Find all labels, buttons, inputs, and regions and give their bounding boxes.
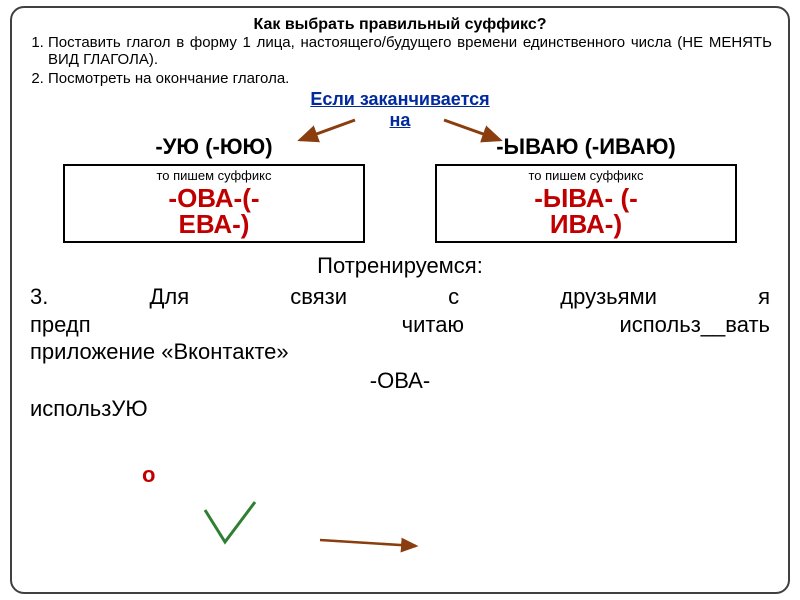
ex-l2-b: читаю xyxy=(402,312,464,337)
condition-line1: Если заканчивается xyxy=(310,89,489,109)
ex-l2-a: предп xyxy=(30,312,91,337)
content-frame: Как выбрать правильный суффикс? Поставит… xyxy=(10,6,790,594)
practice-heading: Потренируемся: xyxy=(28,253,772,279)
branch-right-ending: -ЫВАЮ (-ИВАЮ) xyxy=(422,134,749,160)
branch-right-suffix: -ЫВА- (- ИВА-) xyxy=(443,185,728,237)
branch-left-ending: -УЮ (-ЮЮ) xyxy=(50,134,377,160)
ex-l2-c: использ__вать xyxy=(619,312,770,337)
branch-left-suffix: -ОВА-(- ЕВА-) xyxy=(71,185,356,237)
derived-form: использУЮ xyxy=(28,396,772,422)
condition-heading: Если заканчивается на xyxy=(28,89,772,130)
result-suffix: -ОВА- xyxy=(28,368,772,394)
steps-list: Поставить глагол в форму 1 лица, настоящ… xyxy=(48,34,772,87)
branch-left-box: то пишем суффикс -ОВА-(- ЕВА-) xyxy=(63,164,364,243)
branch-right-suffix-l2: ИВА-) xyxy=(550,209,622,239)
step-2: Посмотреть на окончание глагола. xyxy=(48,70,772,87)
condition-line2: на xyxy=(390,110,411,130)
branch-right: -ЫВАЮ (-ИВАЮ) то пишем суффикс -ЫВА- (- … xyxy=(422,134,749,243)
answer-letter: о xyxy=(142,462,155,488)
branch-left: -УЮ (-ЮЮ) то пишем суффикс -ОВА-(- ЕВА-) xyxy=(50,134,377,243)
branch-right-note: то пишем суффикс xyxy=(443,168,728,183)
exercise-block: 3. Для связи с друзьями я предп читаю ис… xyxy=(28,283,772,366)
page-title: Как выбрать правильный суффикс? xyxy=(28,16,772,34)
branch-right-box: то пишем суффикс -ЫВА- (- ИВА-) xyxy=(435,164,736,243)
step-1: Поставить глагол в форму 1 лица, настоящ… xyxy=(48,34,772,68)
branch-row: -УЮ (-ЮЮ) то пишем суффикс -ОВА-(- ЕВА-)… xyxy=(28,134,772,243)
branch-left-note: то пишем суффикс xyxy=(71,168,356,183)
branch-left-suffix-l2: ЕВА-) xyxy=(179,209,250,239)
exercise-line3: приложение «Вконтакте» xyxy=(30,338,770,366)
exercise-line2: предп читаю использ__вать xyxy=(30,311,770,339)
exercise-line1: 3. Для связи с друзьями я xyxy=(30,283,770,311)
